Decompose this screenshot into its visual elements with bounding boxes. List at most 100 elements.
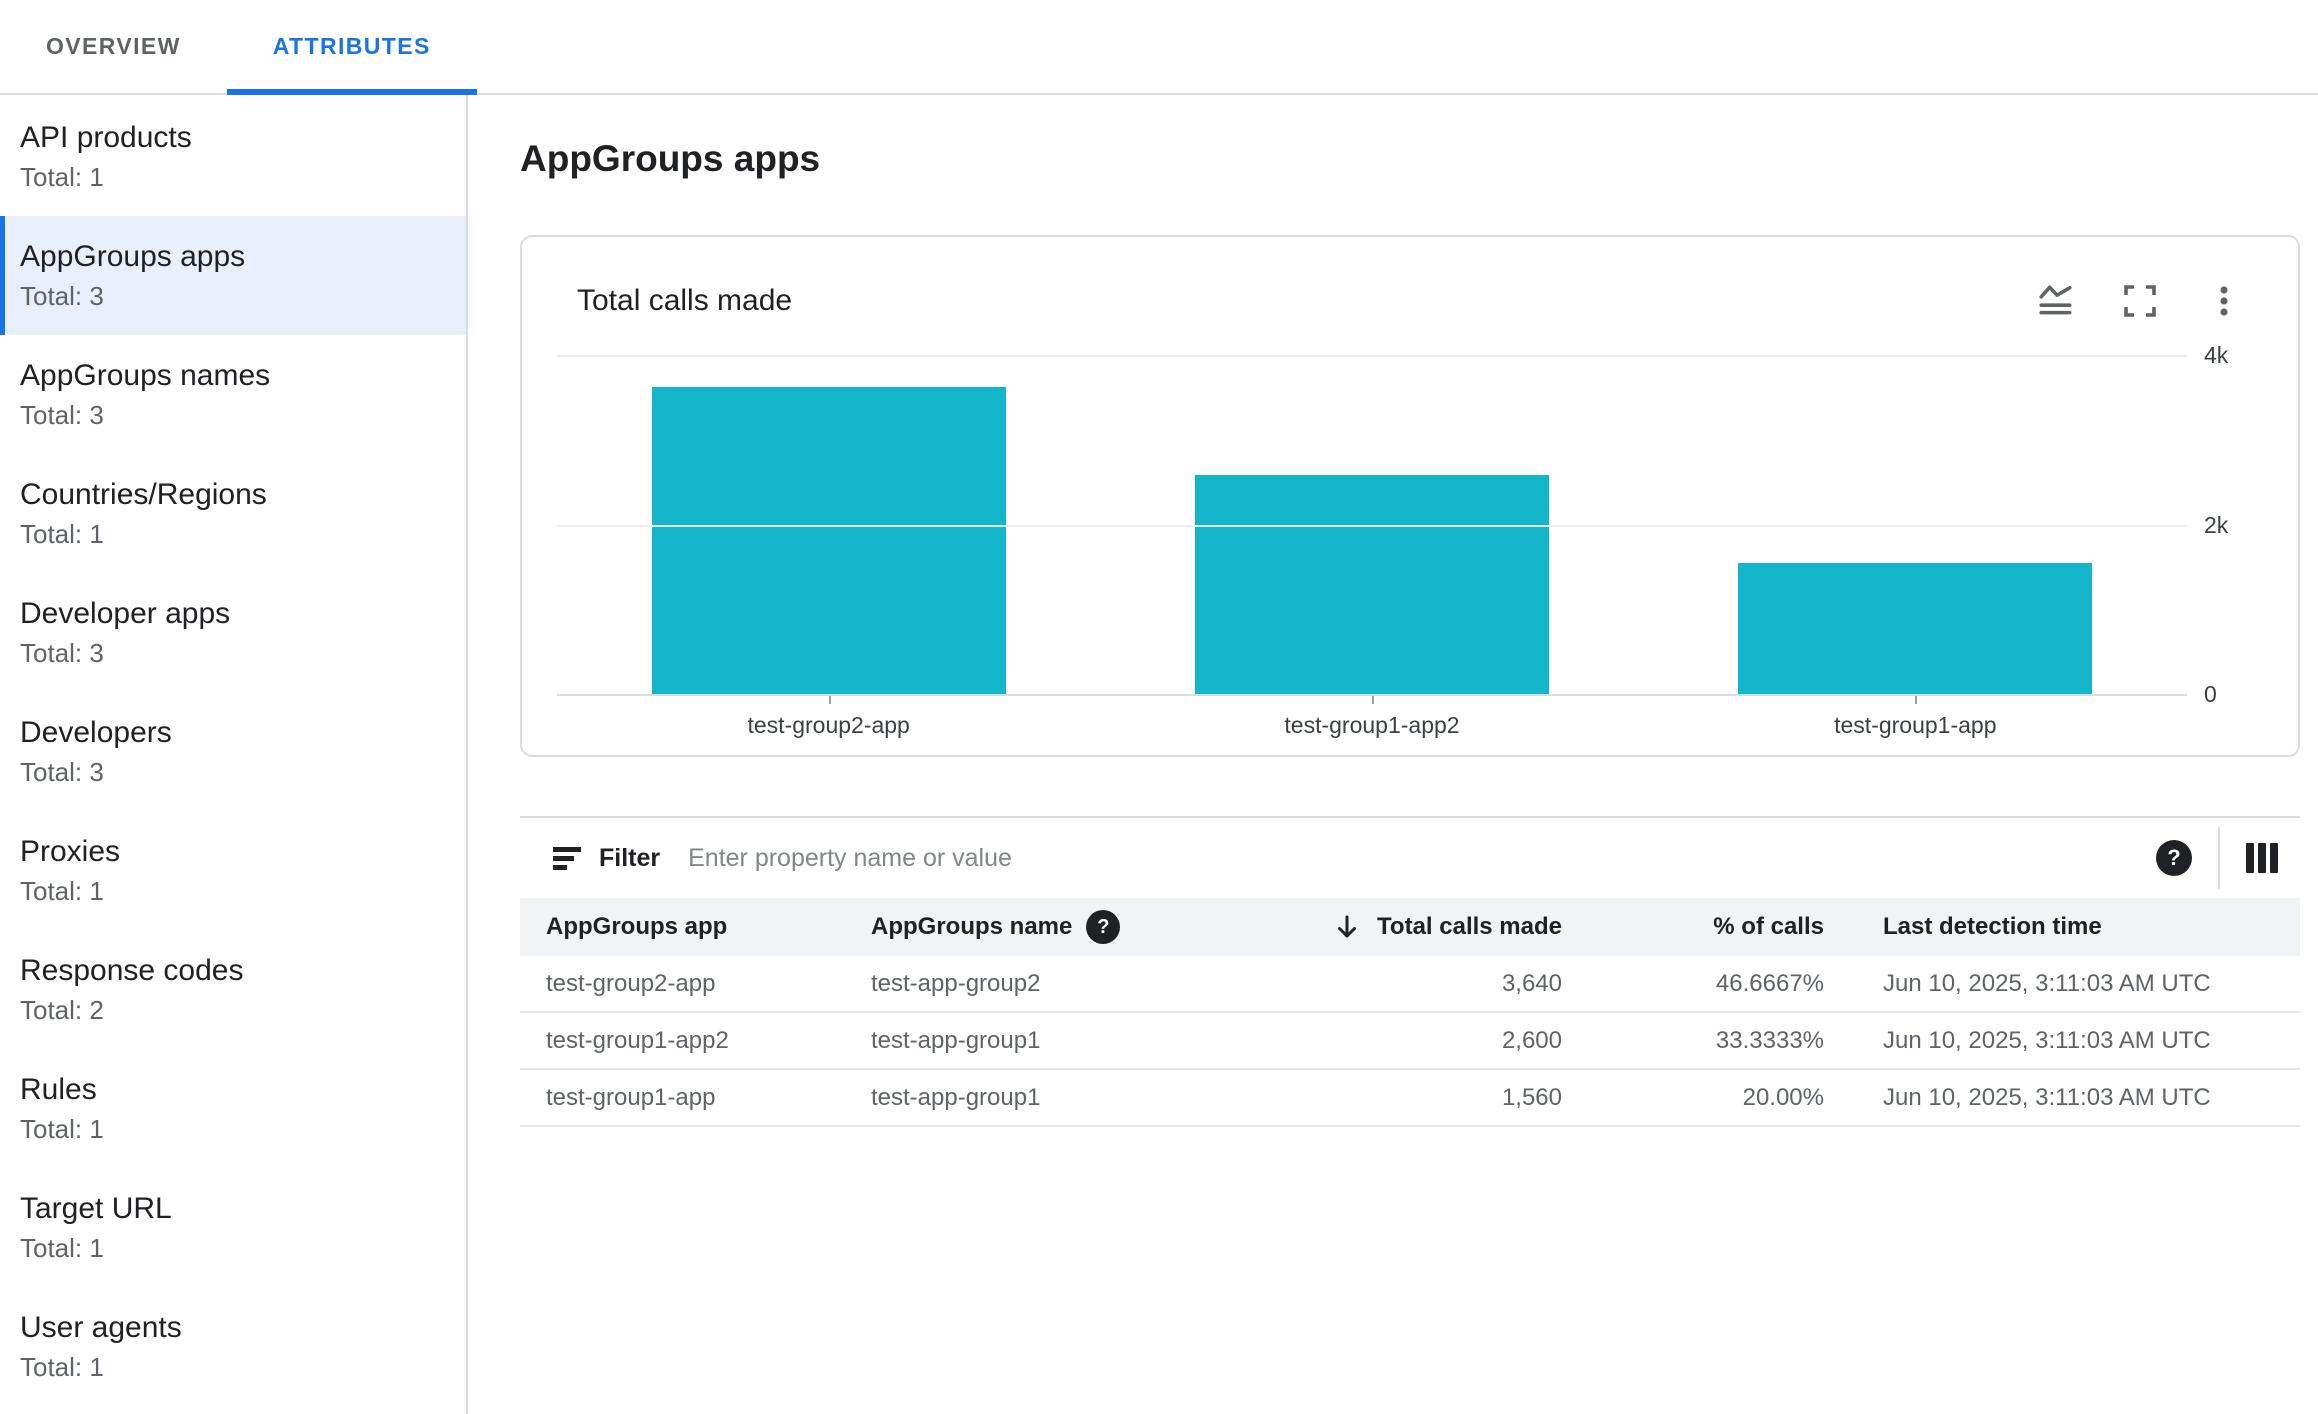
sidebar-item-user-agents[interactable]: User agents Total: 1 xyxy=(0,1287,466,1406)
chart-title: Total calls made xyxy=(577,284,793,317)
x-axis-tick xyxy=(1371,695,1374,704)
sidebar-item-rules[interactable]: Rules Total: 1 xyxy=(0,1049,466,1168)
sort-desc-icon[interactable] xyxy=(1333,913,1361,941)
sidebar-item-label: Target URL xyxy=(20,1192,172,1225)
sidebar-item-label: Countries/Regions xyxy=(20,478,267,511)
chart-card-actions xyxy=(2037,282,2243,320)
column-header-last-detection[interactable]: Last detection time xyxy=(1883,913,2102,940)
cell-last-detection: Jun 10, 2025, 3:11:03 AM UTC xyxy=(1883,969,2211,997)
table-body: test-group2-app test-app-group2 3,640 46… xyxy=(520,956,2300,1127)
tab-attributes[interactable]: ATTRIBUTES xyxy=(226,0,477,95)
sidebar-item-proxies[interactable]: Proxies Total: 1 xyxy=(0,811,466,930)
sidebar-item-appgroups-apps[interactable]: AppGroups apps Total: 3 xyxy=(0,216,466,335)
cell-last-detection: Jun 10, 2025, 3:11:03 AM UTC xyxy=(1883,1083,2211,1111)
fullscreen-icon[interactable] xyxy=(2121,282,2159,320)
x-axis-tick xyxy=(828,695,831,704)
bar-test-group2-app[interactable] xyxy=(651,386,1006,695)
cell-total-calls: 3,640 xyxy=(1501,969,1562,997)
page-title: AppGroups apps xyxy=(520,138,821,179)
table-row: test-group1-app test-app-group1 1,560 20… xyxy=(520,1070,2300,1127)
sidebar-item-appgroups-names[interactable]: AppGroups names Total: 3 xyxy=(0,335,466,454)
gridline-4k xyxy=(557,355,2187,357)
tab-overview[interactable]: OVERVIEW xyxy=(46,33,181,59)
column-header-label: AppGroups name xyxy=(871,913,1073,940)
sidebar-item-developer-apps[interactable]: Developer apps Total: 3 xyxy=(0,573,466,692)
appgroups-name-help-icon[interactable]: ? xyxy=(1086,910,1121,944)
bar-test-group1-app[interactable] xyxy=(1738,562,2093,695)
sidebar-item-label: Developers xyxy=(20,716,172,749)
filter-label: Filter xyxy=(599,843,661,872)
attributes-sidebar: API products Total: 1 AppGroups apps Tot… xyxy=(0,97,466,1414)
filter-bar-separator xyxy=(2218,827,2220,889)
x-axis-label: test-group1-app2 xyxy=(1284,712,1460,738)
table-header-row: AppGroups app AppGroups name ? Total cal… xyxy=(520,898,2300,956)
sidebar-item-total: Total: 1 xyxy=(20,162,104,192)
table-filter-bar: Filter ? xyxy=(520,816,2300,898)
more-vert-icon[interactable] xyxy=(2205,282,2243,320)
cell-appgroups-name: test-app-group1 xyxy=(871,1026,1041,1054)
sidebar-item-total: Total: 3 xyxy=(20,400,104,430)
sidebar-item-total: Total: 3 xyxy=(20,281,104,311)
bar-test-group1-app2[interactable] xyxy=(1194,474,1549,695)
bar-slot: test-group1-app2 xyxy=(1100,356,1643,738)
table-row: test-group1-app2 test-app-group1 2,600 3… xyxy=(520,1013,2300,1070)
plot-area: test-group2-app test-group1-app2 test-grou… xyxy=(557,355,2187,738)
sidebar-item-label: User agents xyxy=(20,1311,182,1344)
gridline-0 xyxy=(557,694,2187,696)
sidebar-item-total: Total: 1 xyxy=(20,1352,104,1382)
sidebar-item-total: Total: 3 xyxy=(20,638,104,668)
y-axis-label-0: 0 xyxy=(2204,681,2217,707)
sidebar-divider xyxy=(466,95,468,1414)
chart-card-header: Total calls made xyxy=(577,273,2243,329)
x-axis-label: test-group2-app xyxy=(747,712,910,738)
cell-pct-of-calls: 46.6667% xyxy=(1715,969,1824,997)
cell-appgroups-app: test-group1-app2 xyxy=(546,1026,729,1054)
x-axis-label: test-group1-app xyxy=(1834,712,1997,738)
y-axis-label-2k: 2k xyxy=(2204,511,2229,538)
sidebar-item-label: Rules xyxy=(20,1073,97,1106)
bar-slot: test-group1-app xyxy=(1644,356,2187,738)
column-header-appgroups-name[interactable]: AppGroups name ? xyxy=(871,910,1311,944)
filter-input[interactable] xyxy=(688,843,2156,873)
sidebar-item-label: API products xyxy=(20,121,192,154)
sidebar-item-total: Total: 1 xyxy=(20,876,104,906)
cell-appgroups-app: test-group1-app xyxy=(546,1083,716,1111)
area-chart-icon[interactable] xyxy=(2037,282,2075,320)
tab-bar: OVERVIEW ATTRIBUTES xyxy=(0,0,2318,95)
cell-total-calls: 1,560 xyxy=(1501,1083,1562,1111)
column-header-pct-of-calls[interactable]: % of calls xyxy=(1713,913,1824,940)
sidebar-item-countries-regions[interactable]: Countries/Regions Total: 1 xyxy=(0,454,466,573)
sidebar-item-total: Total: 1 xyxy=(20,519,104,549)
table-row: test-group2-app test-app-group2 3,640 46… xyxy=(520,956,2300,1013)
bar-slot: test-group2-app xyxy=(557,356,1100,738)
sidebar-item-total: Total: 2 xyxy=(20,995,104,1025)
cell-appgroups-app: test-group2-app xyxy=(546,969,716,997)
cell-total-calls: 2,600 xyxy=(1501,1026,1562,1054)
total-calls-chart-card: Total calls made t xyxy=(520,235,2300,757)
column-settings-icon[interactable] xyxy=(2246,843,2278,873)
gridline-2k xyxy=(557,524,2187,527)
column-header-total-calls[interactable]: Total calls made xyxy=(1311,913,1562,941)
sidebar-item-total: Total: 1 xyxy=(20,1114,104,1144)
cell-appgroups-name: test-app-group2 xyxy=(871,969,1041,997)
sidebar-item-label: AppGroups apps xyxy=(20,240,246,273)
filter-icon xyxy=(553,845,585,871)
sidebar-item-api-products[interactable]: API products Total: 1 xyxy=(0,97,466,216)
cell-pct-of-calls: 20.00% xyxy=(1742,1083,1824,1111)
sidebar-item-target-url[interactable]: Target URL Total: 1 xyxy=(0,1168,466,1287)
cell-last-detection: Jun 10, 2025, 3:11:03 AM UTC xyxy=(1883,1026,2211,1054)
sidebar-item-total: Total: 3 xyxy=(20,757,104,787)
filter-help-icon[interactable]: ? xyxy=(2156,840,2192,876)
y-axis-label-4k: 4k xyxy=(2204,342,2229,368)
sidebar-item-developers[interactable]: Developers Total: 3 xyxy=(0,692,466,811)
sidebar-item-total: Total: 1 xyxy=(20,1233,104,1263)
column-header-label: Total calls made xyxy=(1377,913,1562,940)
sidebar-item-label: Developer apps xyxy=(20,597,231,630)
sidebar-item-label: Proxies xyxy=(20,835,121,868)
x-axis-tick xyxy=(1915,695,1918,704)
cell-pct-of-calls: 33.3333% xyxy=(1715,1026,1824,1054)
cell-appgroups-name: test-app-group1 xyxy=(871,1083,1041,1111)
sidebar-item-response-codes[interactable]: Response codes Total: 2 xyxy=(0,930,466,1049)
sidebar-item-label: Response codes xyxy=(20,954,244,987)
column-header-appgroups-app[interactable]: AppGroups app xyxy=(546,913,728,940)
